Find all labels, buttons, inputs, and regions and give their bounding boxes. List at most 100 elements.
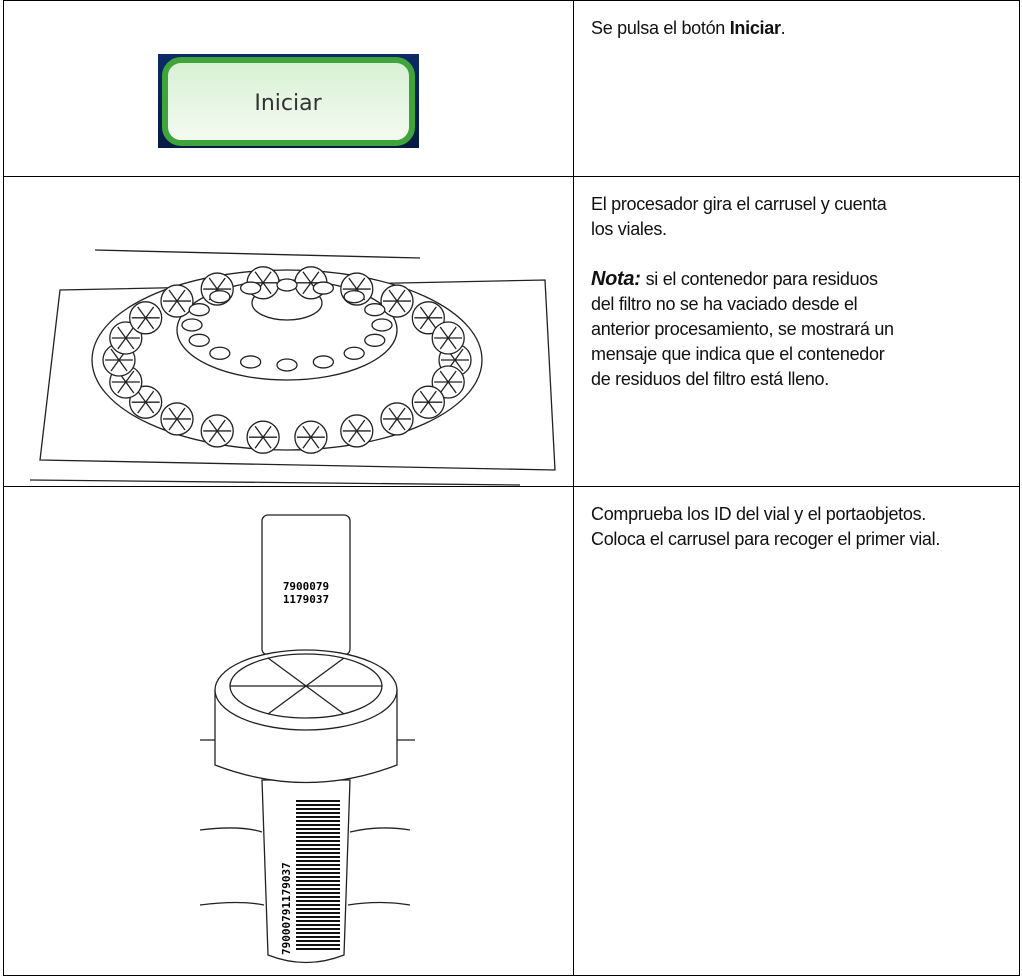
vial-spokes [383, 407, 412, 431]
text-line: Nota: si el contenedor para residuos [591, 267, 1019, 292]
bar [296, 824, 340, 826]
bar [296, 860, 340, 862]
text: si el contenedor para residuos [645, 269, 878, 289]
text: Se pulsa el botón [591, 18, 726, 38]
bar [296, 836, 340, 838]
bar [296, 808, 340, 810]
bar [296, 904, 340, 906]
outline [199, 827, 411, 906]
bar [296, 948, 340, 950]
text-line: del filtro no se ha vaciado desde el [591, 292, 1019, 317]
inner-vial [188, 303, 210, 317]
inner-vial [343, 346, 365, 360]
text: del filtro no se ha vaciado desde el [591, 294, 858, 314]
vial-spokes [162, 407, 191, 431]
inner-vial [239, 281, 262, 295]
inner-vial [371, 318, 393, 332]
text: de residuos del filtro está lleno. [591, 369, 829, 389]
text-line: los viales. [591, 219, 667, 239]
bar [296, 920, 340, 922]
vial-spokes [249, 425, 278, 449]
bar [296, 944, 340, 946]
bold-text: Iniciar [729, 18, 781, 38]
inner-vial [209, 290, 231, 304]
vial-spokes [111, 326, 140, 350]
vial-spokes [383, 289, 412, 313]
bar [296, 892, 340, 894]
bar [296, 864, 340, 866]
bar [296, 880, 340, 882]
carousel-illustration [29, 249, 556, 486]
bar [296, 816, 340, 818]
bar [296, 936, 340, 938]
vial-spokes [434, 370, 463, 394]
bar [296, 812, 340, 814]
bar [296, 868, 340, 870]
bar [296, 848, 340, 850]
slide-id: 7900079 [283, 580, 329, 593]
inner-vial [276, 278, 298, 292]
vial-barcode-text: 79000791179037 [280, 862, 293, 955]
outline [29, 249, 521, 486]
vial-spokes [131, 306, 160, 330]
text-line: Comprueba los ID del vial y el portaobje… [591, 504, 926, 524]
paragraph: Se pulsa el botón Iniciar. [591, 16, 1019, 41]
bar [296, 940, 340, 942]
bar [296, 828, 340, 830]
text-line: anterior procesamiento, se mostrará un [591, 317, 1019, 342]
text: . [780, 18, 786, 38]
bar [296, 876, 340, 878]
note: Nota: si el contenedor para residuos del f… [591, 267, 1019, 392]
text-cell: El procesador gira el carrusel y cuenta l… [573, 176, 1020, 487]
inner-vial [343, 290, 365, 304]
bar [296, 856, 340, 858]
bar [296, 800, 340, 802]
inner-vial [239, 355, 262, 369]
inner-vial [276, 358, 298, 372]
bar [296, 912, 340, 914]
bar [296, 900, 340, 902]
note-label: Nota: [591, 268, 641, 290]
bar [296, 928, 340, 930]
vial-spokes [131, 390, 160, 414]
bar [296, 924, 340, 926]
vial-body [261, 779, 351, 964]
text-line: El procesador gira el carrusel y cuenta [591, 194, 887, 214]
vial-spokes [414, 390, 443, 414]
vial-illustration: 7900079 1179037 79000791179037 [199, 514, 415, 964]
bar [296, 884, 340, 886]
bar [296, 852, 340, 854]
bar [296, 872, 340, 874]
inner-vial [188, 333, 210, 347]
bar [296, 896, 340, 898]
paragraph: El procesador gira el carrusel y cuenta l… [591, 192, 1019, 242]
bar [296, 840, 340, 842]
bar [296, 820, 340, 822]
text-line: de residuos del filtro está lleno. [591, 367, 1019, 392]
vial-spokes [296, 425, 325, 449]
inner-vial [312, 281, 335, 295]
bar [296, 932, 340, 934]
text-line: mensaje que indica que el contenedor [591, 342, 1019, 367]
text: mensaje que indica que el contenedor [591, 344, 885, 364]
inner-vial [312, 355, 335, 369]
vial-spokes [434, 326, 463, 350]
vial-spokes [203, 419, 232, 443]
vial-spokes [162, 289, 191, 313]
inner-vial [364, 303, 386, 317]
barcode [296, 800, 340, 950]
text: anterior procesamiento, se mostrará un [591, 319, 894, 339]
cap-spokes [230, 657, 382, 715]
bar [296, 916, 340, 918]
inner-vial [209, 346, 231, 360]
bar [296, 908, 340, 910]
vial-spokes [414, 306, 443, 330]
bar [296, 888, 340, 890]
inner-vial [364, 333, 386, 347]
button [162, 57, 415, 146]
text-line: Coloca el carrusel para recoger el prime… [591, 529, 941, 549]
vial-spokes [342, 419, 371, 443]
bar [296, 804, 340, 806]
bar [296, 832, 340, 834]
